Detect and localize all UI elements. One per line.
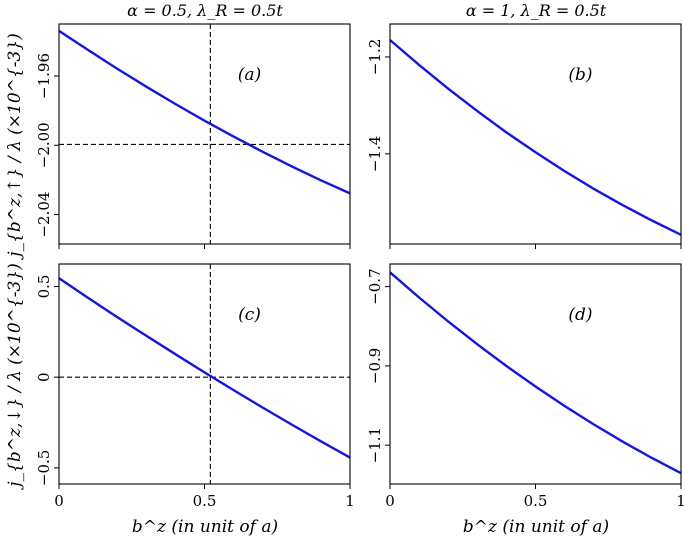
y-tick-label: −0.5	[35, 450, 53, 486]
y-tick-label: −1.2	[366, 39, 384, 75]
x-tick-label: 1	[345, 492, 355, 510]
xlabel-left: b^z (in unit of a)	[132, 517, 278, 537]
y-tick-label: 0.5	[35, 275, 53, 299]
y-tick-label: −0.9	[366, 348, 384, 384]
series-line	[389, 271, 682, 475]
panel-c: −0.500.50 0.5 1(c)	[35, 263, 355, 510]
x-tick-label: 1	[676, 492, 685, 510]
y-tick-label: −1.4	[366, 136, 384, 172]
ylabel-top: j_{b^z,↑} / λ (×10^{-3})	[5, 33, 25, 260]
title-left: α = 0.5, λ_R = 0.5t	[127, 1, 283, 20]
panel-label: (d)	[568, 305, 592, 325]
panel-label: (c)	[238, 305, 261, 325]
panel-b: −1.4 −1.2 (b)	[366, 23, 682, 249]
panel-label: (b)	[568, 65, 592, 85]
series-line	[58, 29, 351, 195]
xlabel-right: b^z (in unit of a)	[463, 517, 609, 537]
y-tick-label: −1.96	[35, 53, 53, 99]
title-right: α = 1, λ_R = 0.5t	[466, 1, 607, 20]
ylabel-bottom: j_{b^z,↓} / λ (×10^{-3})	[5, 263, 25, 490]
y-tick-label: −2.00	[35, 122, 53, 168]
y-tick-label: −0.7	[366, 268, 384, 304]
x-tick-label: 0.5	[524, 492, 548, 510]
panel-label: (a)	[238, 65, 261, 85]
axes-frame	[389, 23, 682, 245]
panel-d: −1.1 −0.9 −0.7 0 0.5 1 (d)	[366, 263, 685, 510]
series-line	[58, 277, 351, 459]
x-tick-label: 0	[385, 492, 395, 510]
y-tick-label: 0	[35, 372, 53, 382]
panel-a: −2.04 −2.00 −1.96 (a)	[35, 23, 351, 249]
series-line	[389, 39, 682, 236]
y-tick-label: −2.04	[35, 192, 53, 238]
axes-frame	[58, 23, 351, 245]
y-tick-label: −1.1	[366, 427, 384, 463]
x-tick-label: 0	[54, 492, 64, 510]
x-tick-label: 0.5	[193, 492, 217, 510]
axes-frame	[58, 263, 351, 485]
